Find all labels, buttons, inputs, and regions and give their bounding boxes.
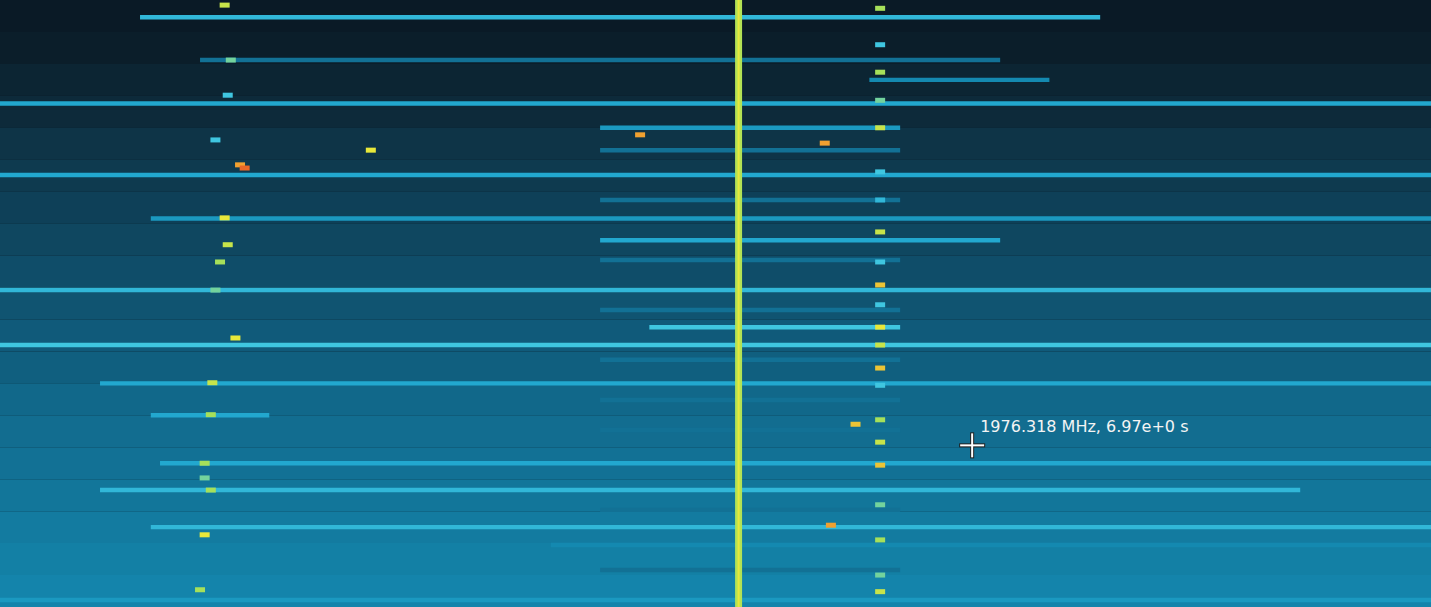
svg-text:1976.318 MHz, 6.97e+0 s: 1976.318 MHz, 6.97e+0 s bbox=[980, 417, 1188, 436]
